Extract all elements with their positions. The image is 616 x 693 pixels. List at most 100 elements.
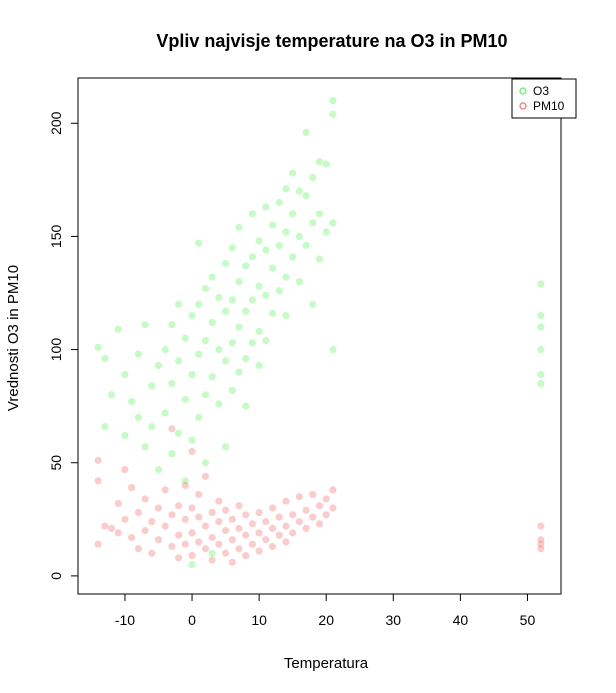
data-point-pm10	[94, 477, 102, 485]
data-point-pm10	[242, 511, 250, 519]
data-point-pm10	[94, 540, 102, 548]
data-point-o3	[201, 336, 210, 345]
data-point-pm10	[221, 506, 230, 514]
data-point-o3	[148, 382, 156, 390]
data-point-o3	[188, 370, 196, 379]
data-point-pm10	[289, 529, 297, 537]
y-axis: 0 50 100 150 200	[48, 111, 79, 580]
data-point-o3	[195, 239, 203, 247]
data-point-pm10	[248, 540, 257, 548]
data-point-o3	[188, 312, 196, 320]
data-point-pm10	[175, 502, 183, 510]
data-point-o3	[329, 110, 337, 118]
data-point-o3	[322, 160, 330, 168]
data-point-o3	[215, 400, 223, 408]
legend-marker-o3	[519, 87, 527, 95]
data-point-o3	[289, 210, 297, 218]
data-point-pm10	[255, 529, 263, 537]
data-point-o3	[329, 219, 337, 227]
data-point-o3	[228, 296, 236, 304]
data-point-pm10	[128, 533, 136, 542]
data-point-pm10	[181, 481, 189, 489]
data-point-o3	[208, 373, 216, 381]
x-axis: -10 0 10 20 30 40 50	[115, 593, 540, 628]
data-point-pm10	[175, 554, 183, 562]
data-point-pm10	[309, 490, 317, 499]
data-point-o3	[295, 187, 303, 195]
data-point-o3	[262, 291, 270, 299]
data-point-o3	[201, 459, 210, 467]
data-point-pm10	[302, 524, 310, 532]
data-point-o3	[295, 232, 303, 241]
data-point-o3	[208, 273, 216, 281]
data-point-pm10	[295, 493, 303, 501]
data-point-pm10	[242, 531, 250, 539]
data-point-o3	[255, 327, 263, 336]
data-point-o3	[101, 422, 109, 431]
data-point-pm10	[228, 536, 236, 544]
data-point-pm10	[235, 502, 243, 510]
data-point-o3	[282, 185, 290, 193]
data-point-o3	[175, 357, 183, 365]
plot-frame	[77, 77, 562, 595]
data-point-o3	[275, 198, 283, 207]
data-point-pm10	[295, 517, 303, 526]
data-point-o3	[228, 244, 236, 252]
data-point-pm10	[215, 497, 223, 505]
data-point-o3	[208, 549, 216, 557]
data-point-o3	[289, 253, 297, 261]
data-point-pm10	[268, 504, 277, 512]
data-point-o3	[94, 343, 102, 351]
data-point-pm10	[188, 504, 196, 512]
data-point-pm10	[208, 556, 216, 564]
data-point-pm10	[215, 517, 223, 526]
data-point-o3	[195, 350, 203, 358]
data-point-pm10	[154, 504, 163, 512]
data-point-o3	[228, 339, 236, 347]
data-point-o3	[275, 287, 283, 295]
data-point-o3	[537, 280, 545, 288]
legend-label-pm10: PM10	[533, 99, 565, 113]
data-point-o3	[248, 253, 257, 261]
x-tick-label: 30	[386, 612, 402, 628]
data-point-o3	[201, 391, 210, 399]
y-tick-label: 100	[48, 338, 64, 362]
data-point-o3	[302, 192, 310, 200]
data-point-o3	[134, 413, 142, 422]
data-point-o3	[262, 246, 270, 254]
data-point-o3	[228, 386, 236, 394]
data-point-o3	[309, 219, 317, 227]
data-point-o3	[161, 345, 169, 354]
data-point-o3	[289, 169, 297, 177]
data-point-pm10	[168, 511, 176, 519]
x-tick-label: 40	[453, 612, 469, 628]
data-point-o3	[181, 477, 189, 485]
data-point-pm10	[282, 497, 290, 505]
data-point-o3	[537, 312, 545, 320]
data-point-o3	[121, 431, 129, 440]
data-point-o3	[161, 409, 169, 417]
data-point-pm10	[268, 524, 277, 532]
data-point-pm10	[329, 486, 337, 494]
legend-marker-pm10	[519, 102, 527, 110]
data-point-pm10	[168, 425, 176, 433]
data-point-pm10	[282, 538, 290, 546]
data-point-o3	[128, 398, 136, 406]
data-point-pm10	[134, 545, 142, 553]
data-point-o3	[134, 350, 142, 358]
data-point-o3	[315, 210, 324, 218]
data-point-pm10	[208, 533, 216, 542]
data-point-pm10	[262, 536, 270, 544]
data-point-pm10	[114, 529, 122, 537]
data-point-o3	[242, 355, 250, 363]
data-point-pm10	[148, 549, 156, 557]
data-point-o3	[315, 255, 324, 263]
data-point-o3	[248, 210, 257, 218]
data-point-o3	[282, 312, 290, 320]
data-point-pm10	[188, 529, 196, 537]
y-axis-title: Vrednosti O3 in PM10	[5, 265, 22, 411]
data-point-o3	[242, 307, 250, 315]
data-point-pm10	[329, 504, 337, 512]
data-point-pm10	[154, 536, 163, 544]
data-point-o3	[235, 368, 243, 376]
